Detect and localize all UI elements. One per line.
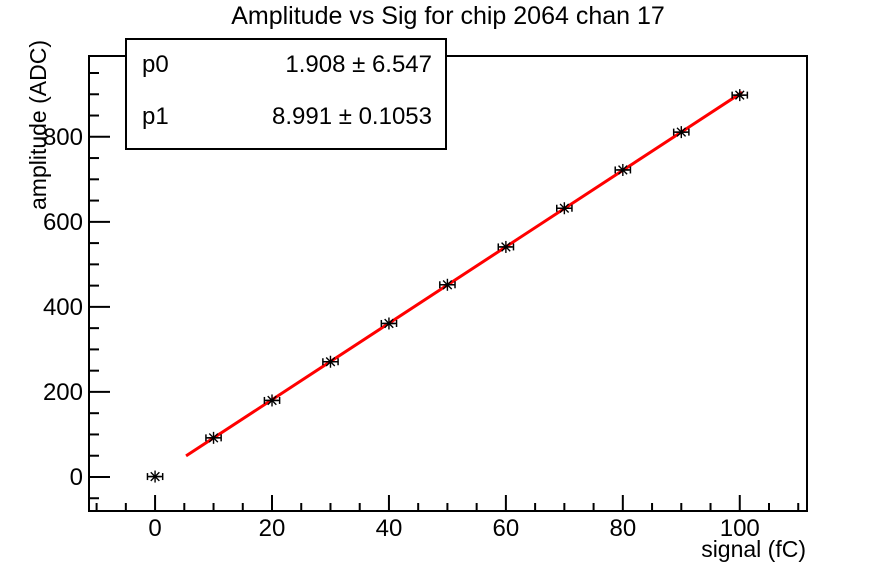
data-point — [205, 431, 222, 444]
x-tick-label: 80 — [609, 515, 636, 542]
chart-title: Amplitude vs Sig for chip 2064 chan 17 — [231, 2, 665, 30]
asterisk-marker — [501, 242, 511, 252]
y-tick-label: 200 — [43, 379, 83, 406]
x-tick-label: 0 — [148, 515, 161, 542]
asterisk-marker — [618, 165, 628, 175]
y-axis-title: amplitude (ADC) — [25, 40, 51, 210]
data-point — [614, 163, 632, 176]
fit-line — [185, 91, 743, 458]
fit-stats-box: p0 1.908 ± 6.547 p1 8.991 ± 0.1053 — [125, 38, 447, 150]
y-tick-label: 600 — [43, 209, 83, 236]
asterisk-marker — [559, 203, 570, 214]
data-point — [497, 240, 515, 253]
fit-param-row: p1 8.991 ± 0.1053 — [142, 104, 432, 130]
asterisk-marker — [734, 90, 745, 100]
y-tick-label: 0 — [70, 464, 83, 491]
asterisk-marker — [208, 433, 219, 443]
asterisk-marker — [442, 279, 453, 290]
asterisk-marker — [384, 318, 394, 329]
fit-param-name: p1 — [142, 103, 169, 130]
x-tick-label: 60 — [493, 515, 520, 542]
x-tick-label: 40 — [376, 515, 403, 542]
asterisk-marker — [150, 471, 160, 482]
data-point — [672, 126, 690, 139]
x-tick-label: 100 — [720, 515, 760, 542]
asterisk-marker — [325, 356, 336, 367]
y-tick-label: 800 — [43, 124, 83, 151]
fit-param-value: 8.991 ± 0.1053 — [272, 103, 432, 130]
fit-param-name: p0 — [142, 51, 169, 78]
data-point — [731, 89, 749, 102]
fit-param-value: 1.908 ± 6.547 — [285, 51, 432, 78]
data-point — [439, 278, 456, 291]
x-tick-label: 20 — [259, 515, 286, 542]
x-axis-title: signal (fC) — [701, 536, 806, 562]
data-point — [380, 317, 398, 330]
fit-param-row: p0 1.908 ± 6.547 — [142, 52, 432, 78]
asterisk-marker — [676, 127, 687, 137]
data-point — [322, 355, 339, 368]
asterisk-marker — [267, 395, 277, 406]
data-point — [556, 202, 573, 215]
y-tick-label: 400 — [43, 294, 83, 321]
data-point — [146, 470, 164, 483]
data-point — [263, 394, 281, 407]
